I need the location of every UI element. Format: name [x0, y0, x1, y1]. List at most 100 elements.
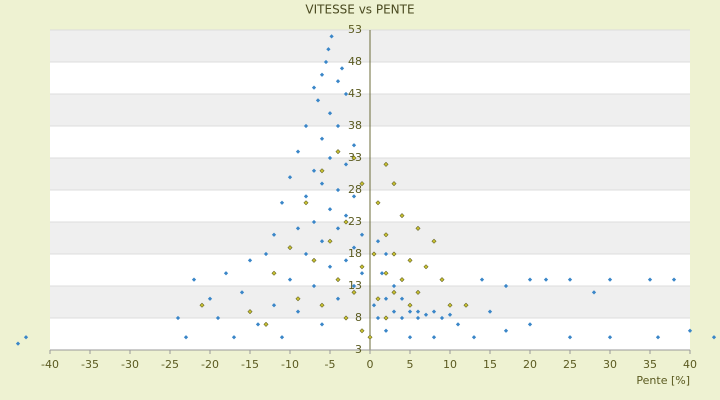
y-tick-label: 43 [348, 87, 362, 100]
data-point [295, 309, 301, 314]
data-point [279, 335, 285, 340]
data-point [399, 296, 405, 301]
data-point [263, 251, 269, 257]
data-point [359, 181, 365, 187]
data-point [343, 213, 349, 218]
data-point [295, 226, 301, 231]
data-point [543, 277, 549, 282]
data-point [335, 187, 341, 193]
x-tick-label: -35 [81, 358, 99, 371]
data-point [455, 322, 461, 327]
data-point [399, 213, 405, 219]
data-point [319, 322, 325, 327]
x-tick-label: 15 [483, 358, 497, 371]
data-point [591, 290, 597, 295]
data-point [343, 258, 349, 263]
data-point [319, 239, 325, 244]
data-point [335, 277, 341, 283]
data-point [319, 168, 325, 174]
data-point [351, 194, 357, 199]
y-tick-label: 23 [348, 215, 362, 228]
x-tick-label: 40 [683, 358, 697, 371]
x-tick-label: 20 [523, 358, 537, 371]
data-point [607, 335, 613, 340]
data-point [335, 296, 341, 301]
data-point [647, 277, 653, 282]
x-tick-label: -30 [121, 358, 139, 371]
data-point [391, 251, 397, 257]
data-point [375, 239, 381, 244]
data-point [247, 258, 253, 263]
data-point [375, 296, 381, 302]
data-point [351, 283, 357, 289]
chart-title: VITESSE vs PENTE [305, 3, 414, 17]
data-point [319, 181, 325, 186]
y-tick-label: 48 [348, 55, 362, 68]
data-point [431, 309, 437, 314]
data-point [239, 290, 245, 295]
data-point [407, 335, 413, 340]
data-point [295, 149, 301, 154]
data-point [319, 302, 325, 308]
data-point [359, 232, 365, 237]
data-point [371, 303, 377, 308]
data-point [399, 315, 405, 321]
y-tick-label: 28 [348, 183, 362, 196]
data-point [183, 335, 189, 340]
data-point [335, 149, 341, 155]
data-point [271, 270, 277, 276]
data-point [567, 277, 573, 282]
data-point [423, 312, 429, 317]
y-tick-label: 38 [348, 119, 362, 132]
data-point [439, 315, 445, 321]
data-point [383, 232, 389, 238]
data-point [359, 271, 365, 276]
x-tick-label: 0 [367, 358, 374, 371]
data-point [263, 321, 269, 327]
data-point [311, 257, 317, 263]
data-point [327, 155, 333, 161]
data-point [391, 181, 397, 187]
data-point [527, 322, 533, 327]
data-point [375, 200, 381, 206]
data-point [351, 155, 357, 161]
data-point [687, 328, 693, 333]
data-point [351, 143, 357, 148]
data-point [287, 277, 293, 282]
data-point [415, 289, 421, 295]
x-tick-label: 30 [603, 358, 617, 371]
data-point [371, 251, 377, 257]
data-point [447, 312, 453, 317]
data-point [351, 245, 357, 250]
data-point [271, 303, 277, 308]
data-point [503, 283, 509, 289]
data-point [407, 302, 413, 308]
data-point [415, 225, 421, 231]
data-point [415, 309, 421, 314]
x-tick-label: -15 [241, 358, 259, 371]
data-point [303, 200, 309, 206]
data-point [279, 200, 285, 205]
data-point [399, 277, 405, 283]
x-tick-label: 35 [643, 358, 657, 371]
data-point [447, 302, 453, 308]
data-point [287, 175, 293, 180]
data-point [271, 232, 277, 237]
data-point [407, 257, 413, 263]
y-tick-label: 53 [348, 23, 362, 36]
x-tick-label: -25 [161, 358, 179, 371]
data-point [303, 251, 309, 257]
x-tick-label: 10 [443, 358, 457, 371]
y-tick-label: 8 [355, 311, 362, 324]
data-point [311, 283, 317, 289]
data-point [343, 162, 349, 167]
data-point [567, 335, 573, 340]
data-point [359, 264, 365, 270]
data-point [207, 296, 213, 301]
data-point [343, 315, 349, 321]
data-point [415, 315, 421, 321]
data-point [327, 264, 333, 269]
data-point [23, 335, 29, 340]
data-point [711, 335, 717, 340]
